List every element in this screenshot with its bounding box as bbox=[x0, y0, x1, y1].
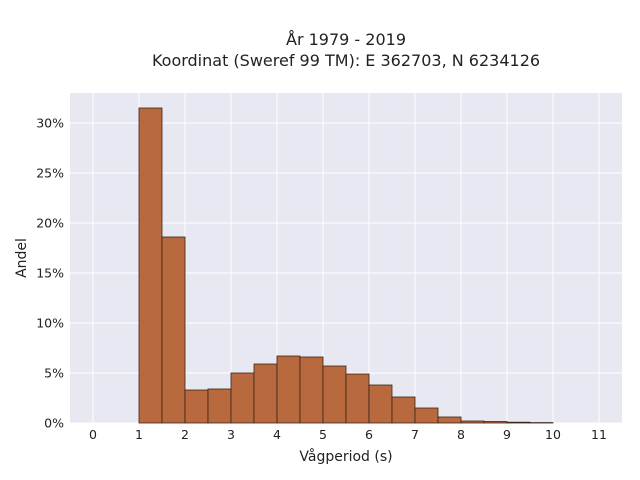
x-tick-label: 1 bbox=[135, 427, 143, 442]
histogram-bar bbox=[253, 363, 278, 424]
y-tick-label: 20% bbox=[36, 216, 64, 231]
histogram-bar bbox=[322, 365, 347, 424]
histogram-bar bbox=[230, 372, 255, 424]
y-tick-label: 10% bbox=[36, 316, 64, 331]
histogram-bar bbox=[437, 416, 462, 424]
x-tick-label: 11 bbox=[591, 427, 607, 442]
y-tick-label: 30% bbox=[36, 116, 64, 131]
x-tick-label: 6 bbox=[365, 427, 373, 442]
histogram-bar bbox=[391, 396, 416, 424]
x-tick-label: 0 bbox=[89, 427, 97, 442]
x-tick-label: 10 bbox=[545, 427, 561, 442]
histogram-bar bbox=[207, 388, 232, 424]
y-tick-labels: 0% 5% 10% 15% 20% 25% 30% bbox=[36, 116, 64, 431]
chart-title-line2: Koordinat (Sweref 99 TM): E 362703, N 62… bbox=[152, 51, 540, 70]
y-tick-label: 15% bbox=[36, 266, 64, 281]
histogram-bar bbox=[138, 107, 163, 424]
y-tick-label: 5% bbox=[44, 366, 64, 381]
histogram-bar bbox=[368, 384, 393, 424]
y-tick-label: 25% bbox=[36, 166, 64, 181]
histogram-bar bbox=[184, 389, 209, 424]
x-tick-label: 2 bbox=[181, 427, 189, 442]
histogram-bar bbox=[299, 356, 324, 424]
histogram-bar bbox=[345, 373, 370, 424]
x-tick-label: 9 bbox=[503, 427, 511, 442]
y-axis-label: Andel bbox=[14, 238, 30, 278]
bars bbox=[138, 107, 554, 424]
y-tick-label: 0% bbox=[44, 416, 64, 431]
x-tick-labels: 0 1 2 3 4 5 6 7 8 9 10 11 bbox=[89, 427, 607, 442]
x-tick-label: 4 bbox=[273, 427, 281, 442]
x-tick-label: 8 bbox=[457, 427, 465, 442]
histogram-bar bbox=[506, 421, 531, 424]
histogram-bar bbox=[161, 236, 186, 424]
x-tick-label: 5 bbox=[319, 427, 327, 442]
chart-title-line1: År 1979 - 2019 bbox=[286, 30, 406, 49]
x-axis-label: Vågperiod (s) bbox=[299, 448, 392, 465]
histogram-bar bbox=[414, 407, 439, 424]
histogram-bar bbox=[483, 421, 508, 424]
histogram-bar bbox=[276, 355, 301, 424]
x-tick-label: 7 bbox=[411, 427, 419, 442]
histogram-bar bbox=[460, 420, 485, 424]
x-tick-label: 3 bbox=[227, 427, 235, 442]
